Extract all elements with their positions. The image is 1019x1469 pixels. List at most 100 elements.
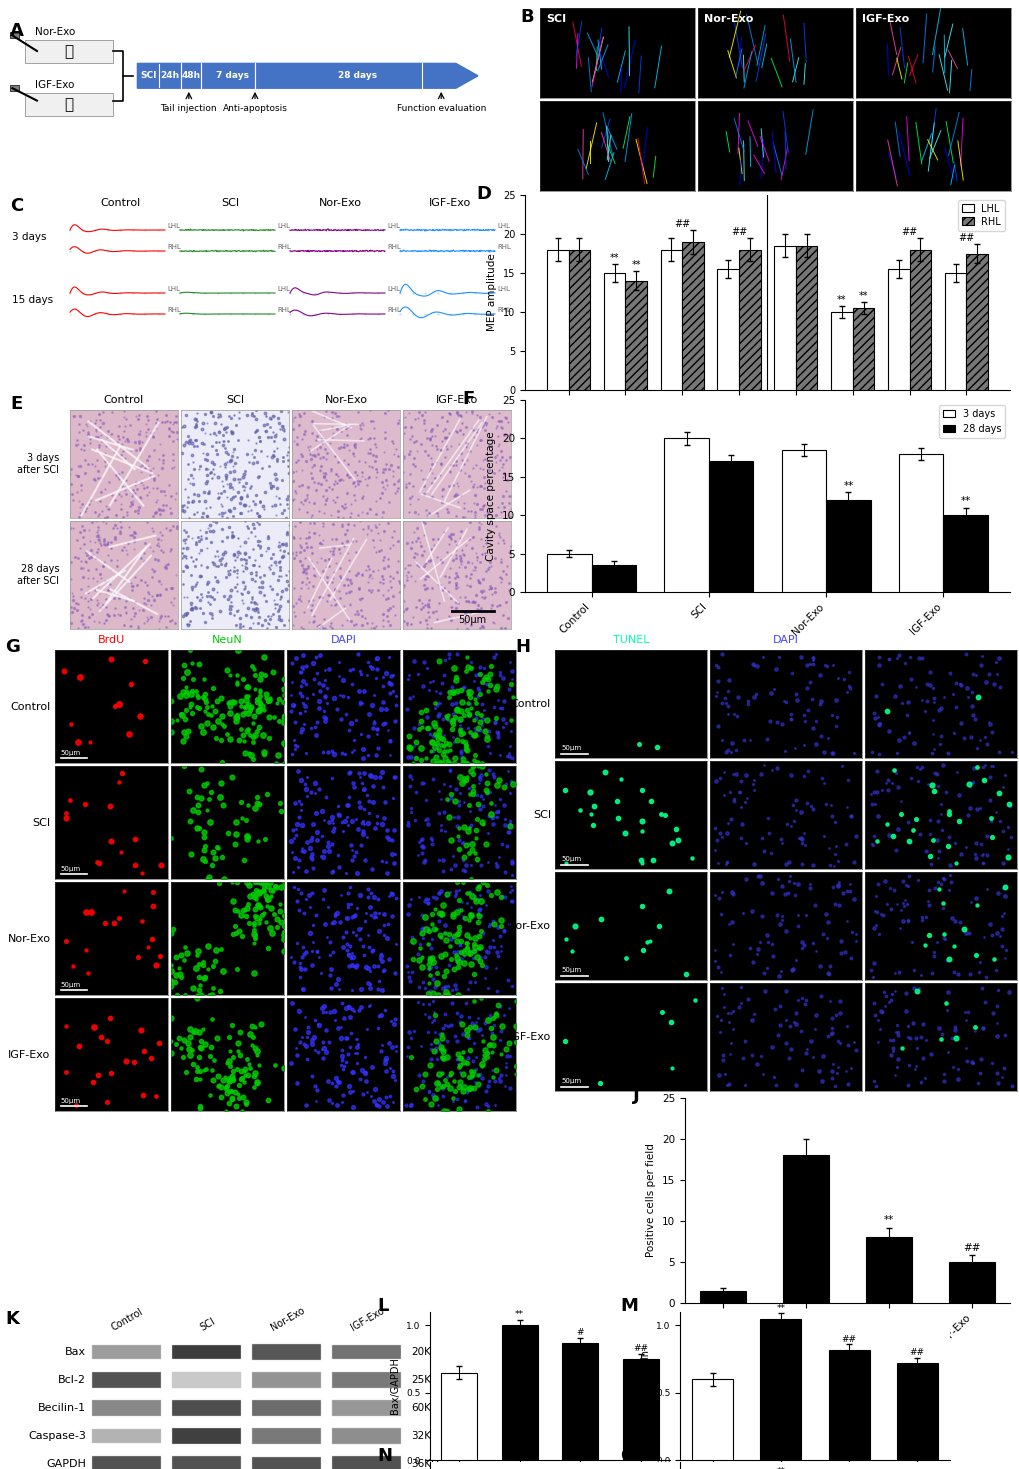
Bar	[888, 269, 909, 389]
Bar	[10, 32, 18, 38]
Text: Bcl-2: Bcl-2	[58, 1375, 87, 1385]
Bar	[944, 273, 965, 389]
Text: Bax: Bax	[65, 1347, 87, 1357]
Text: 50μm: 50μm	[560, 856, 581, 862]
Bar	[716, 269, 739, 389]
Text: D: D	[476, 185, 491, 203]
Text: **: **	[609, 253, 619, 263]
Bar	[92, 1400, 161, 1416]
Text: RHL: RHL	[277, 307, 291, 313]
Bar	[692, 1379, 733, 1460]
Text: Nor-Exo: Nor-Exo	[35, 28, 74, 37]
Bar	[252, 1344, 321, 1360]
Bar	[546, 554, 591, 592]
Bar	[252, 1372, 321, 1388]
Text: GAPDH: GAPDH	[47, 1459, 87, 1469]
Bar	[331, 1372, 400, 1388]
Text: **: **	[775, 1303, 785, 1313]
Text: 60KD: 60KD	[411, 1403, 438, 1413]
Text: DAPI: DAPI	[330, 635, 356, 645]
Text: TUNEL: TUNEL	[612, 635, 649, 645]
Bar	[252, 1400, 321, 1416]
Text: LHL: LHL	[167, 223, 180, 229]
Y-axis label: Cavity space percentage: Cavity space percentage	[486, 432, 496, 561]
Text: 50μm: 50μm	[60, 751, 81, 757]
Text: Control: Control	[110, 1306, 145, 1332]
Bar	[625, 281, 646, 389]
Text: 50μm: 50μm	[560, 745, 581, 752]
Text: ##: ##	[841, 1335, 856, 1344]
Text: Anti-apoptosis: Anti-apoptosis	[222, 104, 287, 113]
Text: G: G	[5, 638, 19, 657]
Text: **: **	[775, 1468, 785, 1469]
Text: 36KD: 36KD	[411, 1459, 438, 1469]
Text: LHL: LHL	[277, 286, 290, 292]
Bar	[331, 1428, 400, 1444]
Text: 20KD: 20KD	[411, 1347, 438, 1357]
Text: ##: ##	[633, 1344, 648, 1353]
Text: 32KD: 32KD	[411, 1431, 438, 1441]
Text: Nor-Exo: Nor-Exo	[703, 15, 753, 25]
Text: **: **	[837, 295, 846, 304]
Bar	[760, 1319, 801, 1460]
Bar	[943, 516, 987, 592]
Text: 15 days: 15 days	[12, 295, 54, 306]
Text: 3 days
after SCI: 3 days after SCI	[17, 454, 59, 474]
Text: RHL: RHL	[167, 307, 181, 313]
Bar	[825, 499, 870, 592]
Text: **: **	[843, 480, 853, 491]
Text: 28 days
after SCI: 28 days after SCI	[17, 564, 59, 586]
Y-axis label: MEP amplitude: MEP amplitude	[487, 254, 496, 332]
Text: IGF-Exo: IGF-Exo	[428, 198, 471, 209]
Text: A: A	[10, 22, 23, 40]
Text: Nor-Exo: Nor-Exo	[318, 198, 361, 209]
Text: 50μm: 50μm	[60, 983, 81, 989]
Text: 🐀: 🐀	[64, 44, 73, 59]
Text: RHL: RHL	[277, 244, 291, 250]
Bar	[546, 250, 568, 389]
Text: K: K	[5, 1310, 19, 1328]
Bar	[896, 1363, 936, 1460]
Text: Nor-Exo: Nor-Exo	[7, 933, 51, 943]
Bar	[663, 438, 708, 592]
Text: LHL: LHL	[387, 223, 400, 229]
Text: SCI: SCI	[545, 15, 566, 25]
Legend: LHL, RHL: LHL, RHL	[957, 200, 1004, 231]
Text: **: **	[960, 497, 970, 507]
Bar	[92, 1344, 161, 1359]
Text: SCI: SCI	[221, 198, 238, 209]
Bar	[331, 1456, 400, 1469]
Text: ##: ##	[731, 226, 747, 237]
Bar	[172, 1344, 240, 1359]
Text: E: E	[10, 395, 22, 413]
Text: Merge: Merge	[441, 635, 477, 645]
Bar	[781, 450, 825, 592]
Text: SCI: SCI	[140, 72, 156, 81]
Y-axis label: Bax/GAPDH: Bax/GAPDH	[390, 1357, 399, 1415]
Text: 24h: 24h	[161, 72, 179, 81]
Bar	[172, 1428, 240, 1444]
Bar	[24, 93, 113, 116]
Y-axis label: Positive cells per field: Positive cells per field	[646, 1143, 656, 1257]
Text: IGF-Exo: IGF-Exo	[508, 1033, 550, 1042]
Bar	[795, 245, 816, 389]
Text: IGF-Exo: IGF-Exo	[8, 1049, 51, 1059]
Text: O: O	[620, 1447, 635, 1465]
Text: LHL: LHL	[387, 286, 400, 292]
Bar	[682, 242, 703, 389]
Text: **: **	[858, 291, 867, 301]
Text: SCI: SCI	[226, 395, 244, 405]
Text: ##: ##	[963, 1243, 980, 1253]
Text: 3 days: 3 days	[12, 232, 47, 242]
Text: 28 days: 28 days	[338, 72, 377, 81]
Bar	[172, 1372, 240, 1388]
Text: LHL: LHL	[277, 223, 290, 229]
Text: H: H	[515, 638, 530, 657]
Bar	[660, 250, 682, 389]
Text: F: F	[462, 391, 474, 408]
Bar	[331, 1400, 400, 1416]
Text: Nor-Exo: Nor-Exo	[268, 1306, 306, 1332]
Text: C: C	[10, 197, 23, 214]
Bar	[24, 40, 113, 63]
Bar	[909, 250, 930, 389]
